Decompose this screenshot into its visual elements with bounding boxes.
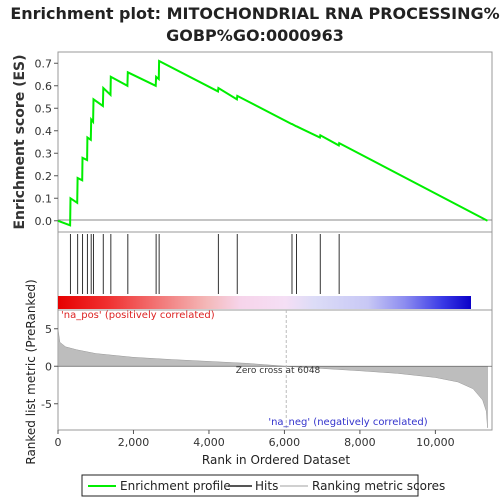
es-y-axis-label: Enrichment score (ES) [12, 54, 28, 229]
x-tick-label: 4,000 [193, 436, 225, 449]
es-panel [57, 51, 493, 233]
x-tick-label: 2,000 [118, 436, 150, 449]
es-y-tick-label: 0.1 [35, 192, 53, 205]
es-y-tick-label: 0.3 [35, 147, 53, 160]
es-y-tick-label: 0.6 [35, 80, 53, 93]
es-y-tick-label: 0.2 [35, 170, 53, 183]
x-tick-label: 10,000 [416, 436, 455, 449]
x-tick-label: 0 [55, 436, 62, 449]
ranking-heat-bar [58, 296, 471, 309]
es-y-tick-label: 0.7 [35, 57, 53, 70]
zero-cross-label: Zero cross at 6048 [236, 366, 321, 376]
metric-y-ticks: 5 0 -5 [41, 323, 58, 411]
es-y-ticks: 0.0 0.1 0.2 0.3 0.4 0.5 0.6 0.7 [35, 57, 58, 228]
metric-y-tick-label: -5 [41, 398, 52, 411]
positive-correlation-label: 'na_pos' (positively correlated) [61, 310, 215, 321]
x-axis-label: Rank in Ordered Dataset [202, 453, 350, 467]
es-y-tick-label: 0.5 [35, 102, 53, 115]
metric-y-tick-label: 5 [45, 323, 52, 336]
chart-title-line2: GOBP%GO:0000963 [166, 26, 344, 45]
x-axis-ticks: 0 2,000 4,000 6,000 8,000 10,000 [55, 430, 455, 449]
legend-ranking-label: Ranking metric scores [312, 479, 445, 493]
ranking-metric-area [57, 328, 488, 428]
es-y-tick-label: 0.4 [35, 125, 53, 138]
es-y-tick-label: 0.0 [35, 215, 53, 228]
metric-y-axis-label: Ranked list metric (PreRanked) [24, 279, 38, 464]
enrichment-profile-line [57, 59, 488, 227]
negative-correlation-label: 'na_neg' (negatively correlated) [268, 417, 427, 428]
legend-hits-label: Hits [255, 479, 278, 493]
x-tick-label: 6,000 [269, 436, 301, 449]
legend-profile-label: Enrichment profile [120, 479, 231, 493]
hits-group [69, 234, 340, 294]
metric-y-tick-label: 0 [45, 360, 52, 373]
chart-title-line1: Enrichment plot: MITOCHONDRIAL RNA PROCE… [10, 4, 499, 23]
x-tick-label: 8,000 [344, 436, 376, 449]
